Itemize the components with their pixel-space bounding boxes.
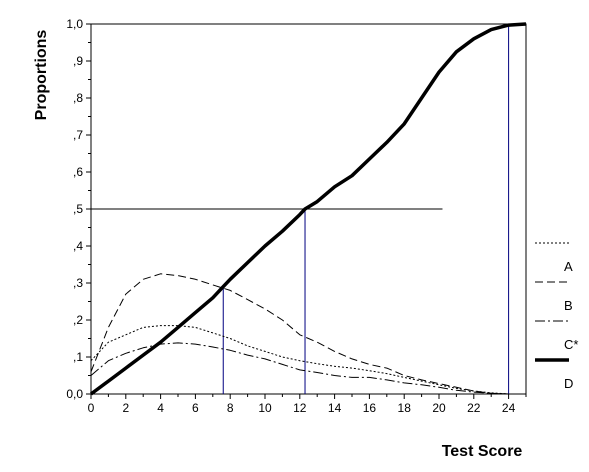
y-tick-label: ,8	[73, 91, 83, 105]
x-axis-ticks: 0 2 4 6 8 10 12 14 16 18 20 22 24	[88, 394, 527, 415]
legend-label: C*	[564, 337, 578, 352]
x-tick-label: 4	[157, 401, 164, 415]
y-tick-label: ,4	[73, 239, 83, 253]
y-tick-label: ,9	[73, 54, 83, 68]
series-line-b	[90, 273, 509, 395]
y-tick-label: ,1	[73, 350, 83, 364]
x-tick-label: 6	[192, 401, 199, 415]
y-tick-label: ,3	[73, 276, 83, 290]
y-tick-label: 1,0	[66, 17, 83, 31]
series-lines	[89, 22, 527, 396]
x-tick-label: 2	[122, 401, 129, 415]
x-tick-label: 14	[328, 401, 342, 415]
x-tick-label: 8	[227, 401, 234, 415]
y-tick-label: ,2	[73, 313, 83, 327]
x-tick-label: 16	[363, 401, 377, 415]
legend-label: B	[564, 298, 573, 313]
x-tick-label: 10	[258, 401, 272, 415]
y-tick-label: ,6	[73, 165, 83, 179]
x-tick-label: 0	[88, 401, 95, 415]
legend-label: A	[564, 259, 573, 274]
y-axis-title: Proportions	[33, 30, 50, 121]
series-line-d	[89, 22, 527, 396]
x-axis-title: Test Score	[442, 443, 523, 460]
y-tick-label: ,7	[73, 128, 83, 142]
x-tick-label: 22	[467, 401, 481, 415]
reference-lines	[91, 24, 510, 394]
y-tick-label: ,5	[73, 202, 83, 216]
legend: A B C* D	[535, 242, 578, 391]
series-line-a	[90, 325, 509, 395]
y-axis-ticks: 0,0 ,1 ,2 ,3 ,4 ,5 ,6 ,7 ,8 ,9 1,0	[66, 17, 91, 401]
x-tick-label: 18	[398, 401, 412, 415]
legend-label: D	[564, 376, 573, 391]
x-tick-label: 20	[432, 401, 446, 415]
x-tick-label: 24	[502, 401, 516, 415]
x-tick-label: 12	[293, 401, 307, 415]
y-tick-label: 0,0	[66, 387, 83, 401]
